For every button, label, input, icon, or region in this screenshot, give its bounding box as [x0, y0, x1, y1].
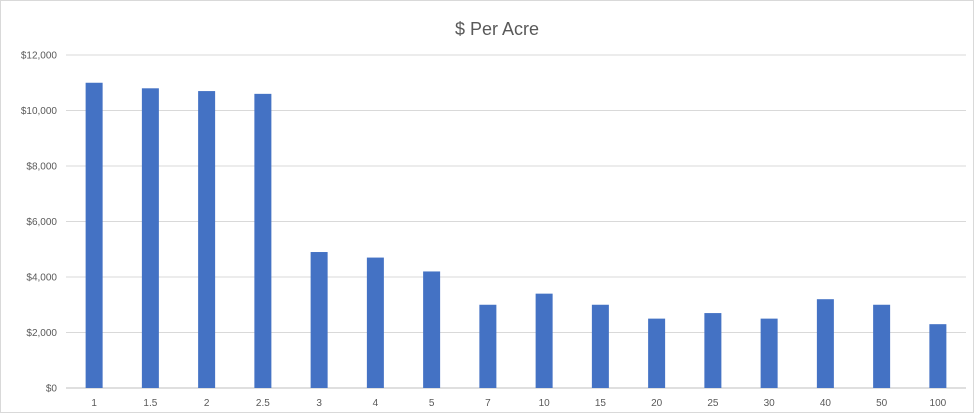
x-tick-label: 20	[651, 398, 663, 409]
y-tick-label: $0	[46, 384, 58, 395]
x-tick-label: 1	[91, 398, 97, 409]
gridlines	[66, 54, 966, 389]
x-tick-label: 2.5	[256, 398, 270, 409]
y-tick-label: $2,000	[26, 328, 57, 339]
x-tick-label: 100	[930, 398, 947, 409]
x-tick-label: 50	[876, 398, 888, 409]
bar	[760, 318, 778, 388]
bar	[198, 91, 216, 388]
bar	[423, 271, 441, 388]
bar	[704, 313, 722, 388]
bars	[85, 82, 947, 389]
x-tick-label: 5	[429, 398, 435, 409]
bar	[310, 252, 328, 388]
bar	[254, 93, 272, 388]
bar	[85, 82, 103, 388]
bar	[479, 304, 497, 388]
x-tick-label: 3	[316, 398, 322, 409]
y-tick-label: $12,000	[21, 51, 58, 62]
bar	[648, 318, 666, 388]
bar	[591, 304, 609, 388]
bar	[816, 299, 834, 388]
y-tick-label: $10,000	[21, 106, 58, 117]
y-tick-label: $8,000	[26, 162, 57, 173]
x-tick-label: 2	[204, 398, 210, 409]
y-tick-label: $6,000	[26, 217, 57, 228]
x-axis-ticks: 1 1.5 2 2.5 3 4 5 7 10 15 20 25 30 40 50 100	[91, 398, 946, 409]
x-tick-label: 1.5	[143, 398, 157, 409]
x-tick-label: 25	[707, 398, 719, 409]
bar	[929, 324, 947, 388]
y-tick-label: $4,000	[26, 273, 57, 284]
x-tick-label: 15	[595, 398, 607, 409]
bar	[141, 88, 159, 389]
bar	[366, 257, 384, 388]
x-tick-label: 4	[373, 398, 379, 409]
chart-title: $ Per Acre	[455, 19, 539, 39]
x-tick-label: 30	[764, 398, 776, 409]
x-tick-label: 10	[539, 398, 551, 409]
x-tick-label: 40	[820, 398, 832, 409]
bar	[535, 293, 553, 388]
y-axis-ticks: $0 $2,000 $4,000 $6,000 $8,000 $10,000 $12,000	[21, 51, 58, 395]
bar	[873, 304, 891, 388]
x-tick-label: 7	[485, 398, 491, 409]
